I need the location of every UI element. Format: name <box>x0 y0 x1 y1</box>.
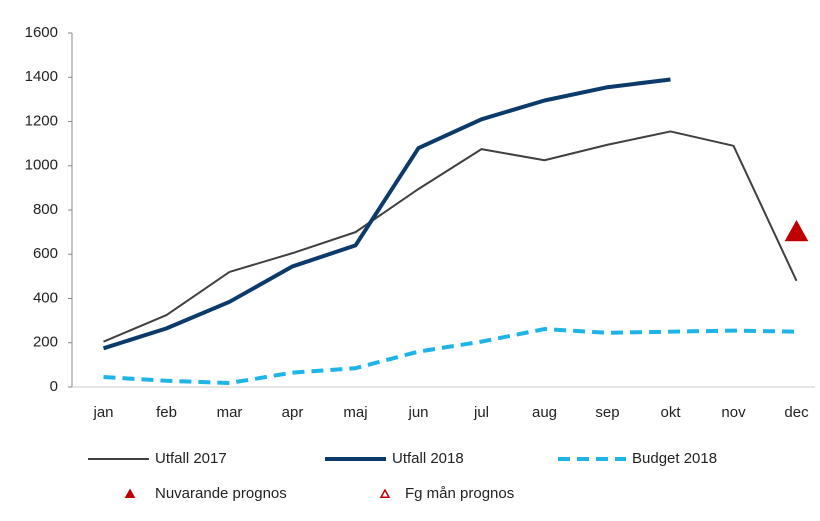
x-tick-label: apr <box>282 404 304 421</box>
series-line <box>102 77 671 351</box>
x-tick-label: feb <box>156 404 177 421</box>
y-tick-label: 1200 <box>25 112 58 129</box>
x-tick-label: jun <box>407 404 428 421</box>
x-tick-label: jan <box>92 404 113 421</box>
x-tick-label: maj <box>343 404 367 421</box>
y-tick-label: 1400 <box>25 68 58 85</box>
x-tick-label: nov <box>721 404 746 421</box>
y-tick-label: 1000 <box>25 157 58 174</box>
y-tick-label: 800 <box>33 201 58 218</box>
legend-label: Fg mån prognos <box>405 485 514 502</box>
y-tick-label: 200 <box>33 334 58 351</box>
series-line <box>103 130 798 343</box>
y-tick-label: 1600 <box>25 24 58 41</box>
x-tick-label: aug <box>532 404 557 421</box>
marker <box>784 220 809 242</box>
legend-label: Nuvarande prognos <box>155 485 287 502</box>
y-tick-label: 400 <box>33 289 58 306</box>
legend-label: Utfall 2017 <box>155 450 227 467</box>
x-tick-label: mar <box>217 404 243 421</box>
y-tick-label: 600 <box>33 245 58 262</box>
series-line <box>103 327 797 386</box>
legend-swatch <box>124 488 136 498</box>
y-tick-label: 0 <box>50 378 58 395</box>
legend-swatch <box>379 488 391 498</box>
x-tick-label: jul <box>473 404 489 421</box>
x-tick-label: sep <box>595 404 619 421</box>
legend-label: Utfall 2018 <box>392 450 464 467</box>
legend-label: Budget 2018 <box>632 450 717 467</box>
x-tick-label: dec <box>784 404 809 421</box>
x-tick-label: okt <box>660 404 681 421</box>
